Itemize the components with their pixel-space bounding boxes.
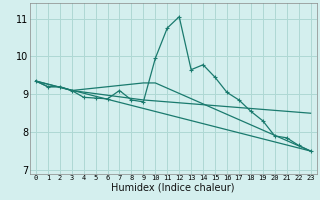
X-axis label: Humidex (Indice chaleur): Humidex (Indice chaleur): [111, 183, 235, 193]
